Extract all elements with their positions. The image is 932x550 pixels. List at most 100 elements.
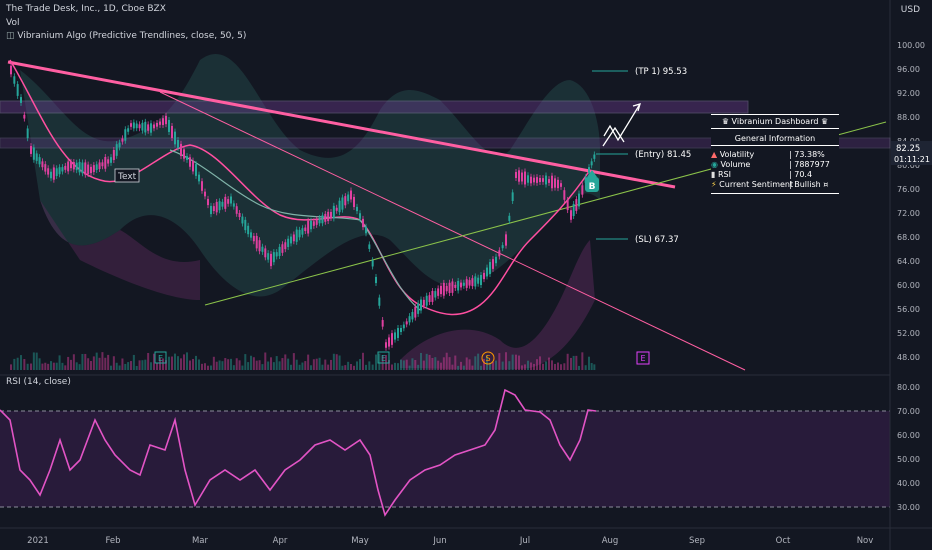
candle xyxy=(13,76,16,84)
price-tick: 48.00 xyxy=(897,353,920,362)
volume-bar xyxy=(110,365,112,370)
volume-bar xyxy=(298,364,301,370)
candle xyxy=(365,226,367,234)
candle xyxy=(344,196,347,206)
candle xyxy=(81,162,84,174)
countdown-timer: 01:11:21 xyxy=(894,155,930,164)
candle xyxy=(150,123,152,133)
tp-zone[interactable] xyxy=(0,100,749,114)
candle xyxy=(536,177,538,183)
rsi-icon: ▮ xyxy=(711,170,716,179)
candle xyxy=(204,191,206,197)
candle xyxy=(477,277,480,284)
text-annotation-box[interactable] xyxy=(114,168,140,183)
volume-bar xyxy=(359,359,361,370)
candle xyxy=(434,291,437,298)
volume-bar xyxy=(171,356,173,370)
candle xyxy=(554,178,556,188)
candle xyxy=(575,199,578,211)
volume-bar xyxy=(310,365,312,370)
split-marker[interactable] xyxy=(481,351,495,365)
row-label: RSI xyxy=(717,170,731,179)
cloud-band-upper xyxy=(20,53,600,297)
volume-bar xyxy=(232,365,235,370)
vibranium-dashboard[interactable]: ♛ Vibranium Dashboard ♛ General Informat… xyxy=(711,114,839,194)
candle xyxy=(118,142,121,148)
candle xyxy=(238,212,241,218)
price-tick: 92.00 xyxy=(897,89,920,98)
candle xyxy=(445,285,448,292)
projection-arrow[interactable] xyxy=(603,103,641,142)
candle xyxy=(442,282,445,296)
eye-icon[interactable]: ◫ xyxy=(6,31,18,41)
main-trendline[interactable] xyxy=(7,60,676,189)
candle xyxy=(95,164,98,170)
indicator-label[interactable]: ◫ Vibranium Algo (Predictive Trendlines,… xyxy=(6,31,246,41)
volume-bar xyxy=(92,356,95,370)
volume-bar xyxy=(347,361,350,370)
volume-bar xyxy=(270,357,272,370)
candle xyxy=(38,157,41,165)
candle xyxy=(230,196,232,204)
time-tick: Aug xyxy=(602,536,619,546)
rsi-panel-label[interactable]: RSI (14, close) xyxy=(6,377,71,387)
candle xyxy=(295,229,298,242)
volume-bar xyxy=(238,360,241,370)
candle xyxy=(327,211,330,222)
time-tick: Jul xyxy=(519,536,530,546)
candle xyxy=(70,161,72,169)
candle xyxy=(578,193,580,207)
volume-bar xyxy=(23,359,26,370)
descending-trendline[interactable] xyxy=(159,91,746,371)
rsi-line[interactable] xyxy=(0,388,597,517)
candle xyxy=(174,131,176,145)
symbol-title[interactable]: The Trade Desk, Inc., 1D, Cboe BZX xyxy=(6,4,166,14)
volume-bar xyxy=(350,363,352,370)
volume-bar xyxy=(198,359,200,370)
volume-bar xyxy=(566,353,569,370)
volume-bar xyxy=(578,365,580,370)
entry-label: (Entry) 81.45 xyxy=(635,150,691,160)
candlestick-series[interactable] xyxy=(10,62,596,351)
row-value: 7887977 xyxy=(794,160,830,169)
candle xyxy=(156,122,158,127)
candle xyxy=(408,316,411,323)
volume-bar xyxy=(90,360,92,370)
candle xyxy=(542,178,544,182)
candle xyxy=(67,161,70,172)
volume-bar xyxy=(431,357,434,370)
candle xyxy=(195,164,197,176)
volume-bar xyxy=(545,361,547,370)
buy-marker[interactable] xyxy=(585,177,599,192)
volume-bar xyxy=(124,363,127,370)
earnings-marker-2[interactable] xyxy=(377,351,390,364)
time-tick: Mar xyxy=(192,536,209,546)
price-tick: 72.00 xyxy=(897,209,920,218)
volume-label[interactable]: Vol xyxy=(6,18,20,28)
volume-bar xyxy=(371,364,374,370)
volume-bar xyxy=(227,359,230,370)
volume-bar xyxy=(483,358,485,370)
earnings-marker-3[interactable] xyxy=(636,351,650,365)
candle xyxy=(566,199,569,211)
volume-bar xyxy=(52,362,55,370)
earnings-marker[interactable] xyxy=(154,351,167,364)
volume-bar xyxy=(501,361,504,370)
time-axis[interactable]: 2021 Feb Mar Apr May Jun Jul Aug Sep Oct Nov xyxy=(27,536,873,546)
candle xyxy=(232,203,235,207)
candle xyxy=(468,280,471,286)
candle xyxy=(78,161,81,173)
candle xyxy=(50,171,52,179)
price-axis[interactable]: 100.0096.0092.0088.0084.0080.0076.0072.0… xyxy=(897,41,925,362)
candle xyxy=(192,160,194,172)
candle xyxy=(212,206,215,211)
candle xyxy=(168,120,170,132)
rsi-axis[interactable]: 80.00 70.00 60.00 50.00 40.00 30.00 xyxy=(897,383,920,512)
candle xyxy=(250,232,252,238)
volume-bar xyxy=(107,354,110,370)
volume-bar xyxy=(72,354,75,370)
rsi-tick: 40.00 xyxy=(897,479,920,488)
volume-bar xyxy=(218,360,221,370)
price-tick: 96.00 xyxy=(897,65,920,74)
